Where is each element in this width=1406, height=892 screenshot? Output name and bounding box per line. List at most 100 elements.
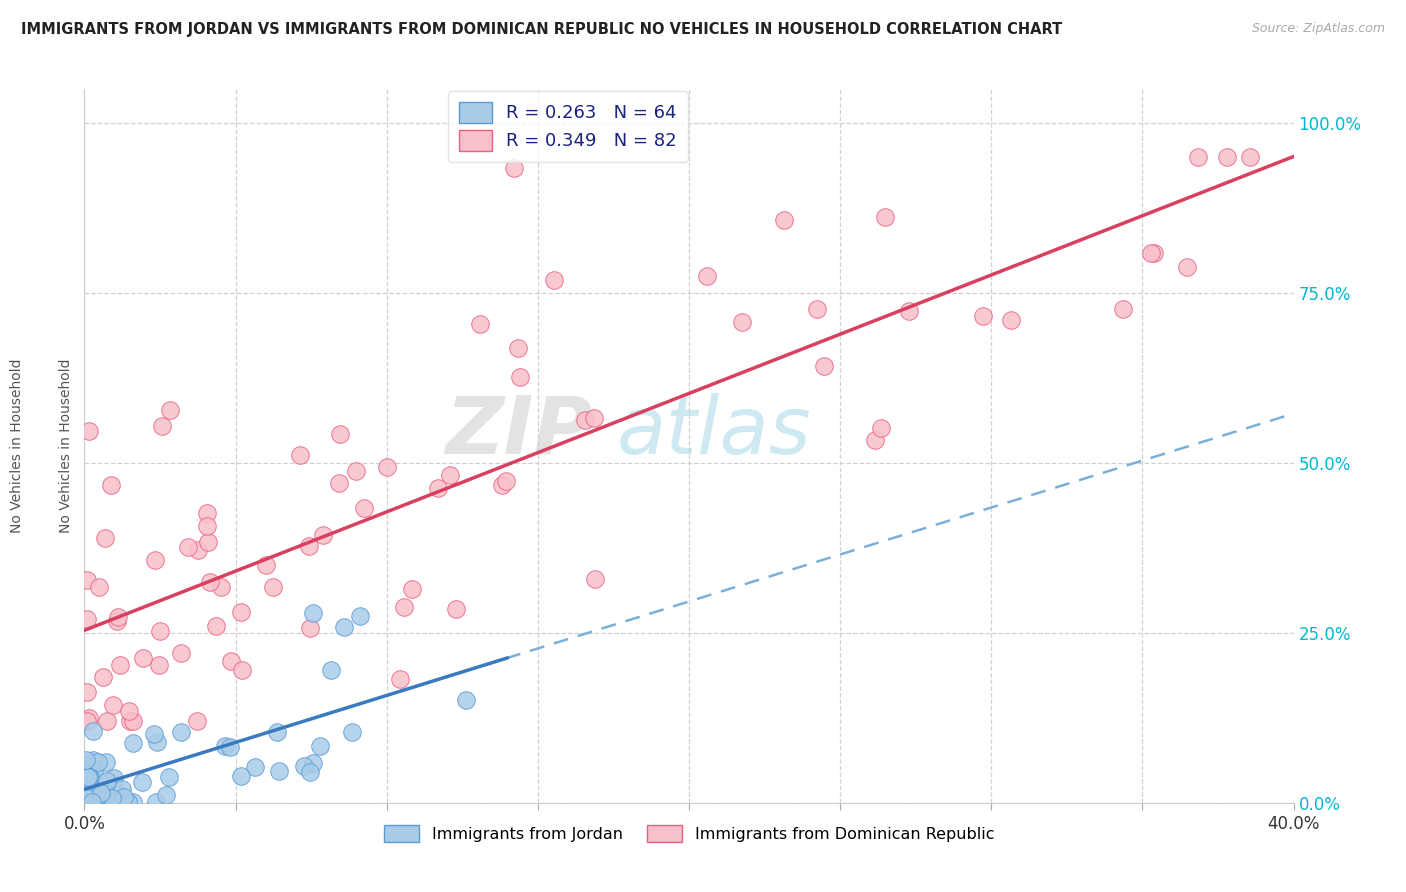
Point [76,770,98,784]
Point [266,724,288,739]
Point [302,756,325,770]
Point [508,342,530,356]
Point [94,531,117,545]
Point [75,795,97,809]
Point [89,580,111,594]
Point [312,527,335,541]
Point [813,359,835,374]
Point [696,268,718,283]
Point [142,727,165,741]
Point [96,791,118,805]
Point [509,370,531,384]
Point [204,619,226,633]
Point [105,784,128,798]
Point [321,663,343,677]
Point [329,426,352,441]
Point [84,794,107,808]
Point [112,789,135,804]
Point [1140,246,1163,260]
Point [76,685,98,699]
Point [1187,150,1209,164]
Point [344,464,367,478]
Point [79,770,101,784]
Point [146,735,169,749]
Text: ZIP: ZIP [444,392,592,471]
Point [77,790,100,805]
Point [439,467,461,482]
Point [427,481,450,495]
Point [875,211,897,225]
Point [863,434,886,448]
Point [143,553,166,567]
Point [82,762,104,776]
Point [80,795,103,809]
Point [90,787,112,801]
Point [96,794,118,808]
Text: Source: ZipAtlas.com: Source: ZipAtlas.com [1251,22,1385,36]
Point [75,778,97,792]
Point [897,303,920,318]
Legend: Immigrants from Jordan, Immigrants from Dominican Republic: Immigrants from Jordan, Immigrants from … [377,819,1001,848]
Point [79,780,101,794]
Point [731,315,754,329]
Point [76,612,98,626]
Point [150,418,173,433]
Point [444,601,467,615]
Point [177,540,200,554]
Point [131,775,153,789]
Point [1112,301,1135,316]
Point [262,580,284,594]
Point [75,762,97,776]
Point [94,756,117,770]
Point [77,766,100,780]
Point [96,714,118,729]
Point [82,723,104,738]
Point [103,698,125,712]
Point [87,755,110,769]
Point [75,752,97,766]
Point [243,760,266,774]
Point [1142,246,1164,260]
Point [187,543,209,558]
Point [96,787,118,801]
Point [132,650,155,665]
Point [77,778,100,792]
Point [101,791,124,805]
Point [456,693,478,707]
Point [195,507,218,521]
Point [1216,150,1239,164]
Point [219,740,242,755]
Point [91,670,114,684]
Text: IMMIGRANTS FROM JORDAN VS IMMIGRANTS FROM DOMINICAN REPUBLIC NO VEHICLES IN HOUS: IMMIGRANTS FROM JORDAN VS IMMIGRANTS FRO… [21,22,1063,37]
Point [231,663,253,677]
Point [91,784,114,798]
Point [254,558,277,573]
Text: No Vehicles in Household: No Vehicles in Household [10,359,24,533]
Point [773,213,796,227]
Point [76,574,98,588]
Point [340,724,363,739]
Point [100,477,122,491]
Point [375,460,398,475]
Point [87,786,110,800]
Point [401,582,423,596]
Point [157,771,180,785]
Point [353,501,375,516]
Point [394,600,416,615]
Point [117,795,139,809]
Point [229,606,252,620]
Point [543,273,565,287]
Point [75,789,97,803]
Point [229,768,252,782]
Point [108,658,131,673]
Point [491,478,513,492]
Point [583,572,606,586]
Point [122,737,145,751]
Point [82,795,104,809]
Point [290,448,312,462]
Point [209,581,232,595]
Point [121,714,143,729]
Point [298,621,321,635]
Point [1239,150,1261,164]
Point [149,624,172,638]
